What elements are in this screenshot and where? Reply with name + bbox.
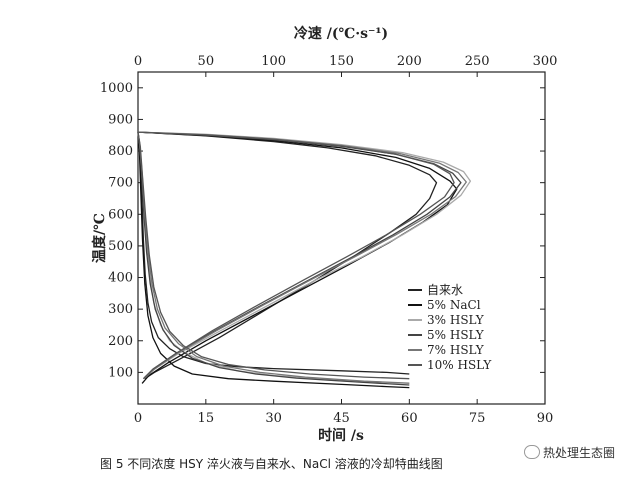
y-tick-label: 100 [108,365,133,380]
series-rate-temp-line-5 [137,131,455,380]
series-time-temp-line-0 [137,132,410,375]
y-tick-label: 1000 [100,81,133,96]
x-tick-label: 0 [134,411,142,426]
x-tick-label: 90 [537,411,554,426]
y-tick-label: 800 [108,144,133,159]
x2-tick-label: 200 [397,54,422,69]
series-rate-temp-line-1 [137,131,458,384]
legend-label: 10% HSLY [427,358,492,372]
series-layer [137,131,472,389]
legend-label: 自来水 [427,283,463,297]
y-tick-label: 300 [108,302,133,317]
x2-axis-title: 冷速 /(℃·s⁻¹) [294,25,388,42]
y-axis-title: 温度/℃ [91,213,108,263]
x-axis-title: 时间 /s [318,427,364,444]
figure-caption: 图 5 不同浓度 HSY 淬火液与自来水、NaCl 溶液的冷却特曲线图 [100,457,443,471]
y-tick-label: 700 [108,176,133,191]
x2-tick-label: 300 [533,54,558,69]
y-tick-label: 500 [108,239,133,254]
series-rate-temp-line-3 [137,131,462,380]
y-tick-label: 200 [108,334,133,349]
x2-tick-label: 250 [465,54,490,69]
legend-label: 7% HSLY [427,343,485,357]
watermark-text: 热处理生态圈 [543,446,616,460]
ticks-layer: 0 15 30 45 60 75 900 50 100 150 200 250 300100200300… [100,54,558,426]
series-rate-temp-line-2 [137,131,472,378]
x-tick-label: 30 [265,411,282,426]
x2-tick-label: 50 [198,54,215,69]
series-time-temp-line-3 [137,132,410,386]
series-time-temp-line-4 [137,132,410,384]
series-time-temp-line-5 [137,131,410,380]
legend-label: 5% HSLY [427,328,485,342]
series-time-temp-line-2 [137,132,410,385]
x2-tick-label: 150 [329,54,354,69]
x-tick-label: 60 [401,411,418,426]
y-tick-label: 900 [108,112,133,127]
y-tick-label: 600 [108,207,133,222]
legend-label: 5% NaCl [427,298,481,312]
x2-tick-label: 100 [261,54,286,69]
series-rate-temp-line-0 [137,131,438,380]
x-tick-label: 15 [198,411,215,426]
watermark: 热处理生态圈 [524,444,615,461]
y-tick-label: 400 [108,271,133,286]
x2-tick-label: 0 [134,54,142,69]
series-time-temp-line-1 [137,132,410,389]
legend-label: 3% HSLY [427,313,485,327]
x-tick-label: 45 [333,411,350,426]
plot-frame [137,71,546,405]
x-tick-label: 75 [469,411,486,426]
wechat-icon [524,445,540,459]
